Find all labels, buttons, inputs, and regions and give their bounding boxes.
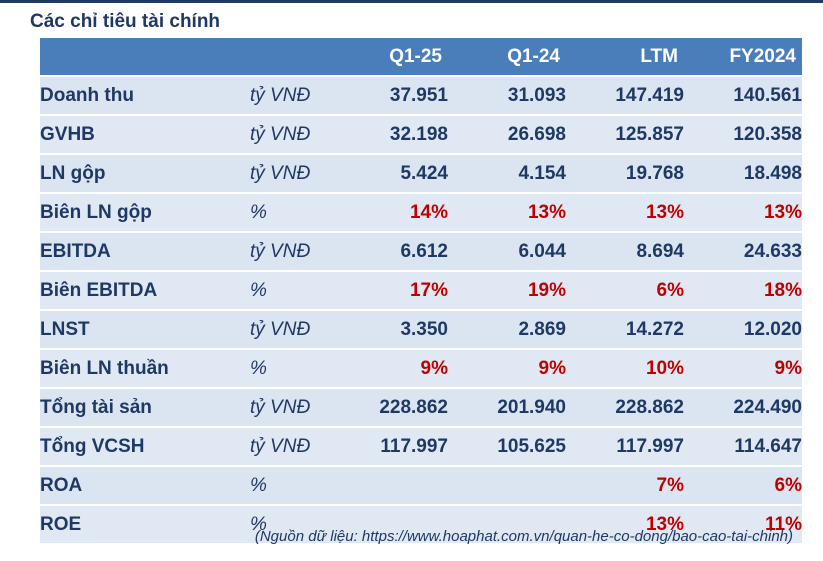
value-fy2024: 18% (684, 270, 802, 310)
value-q1-25: 17% (330, 270, 448, 310)
unit-cell: tỷ VNĐ (250, 114, 330, 154)
value-ltm: 228.862 (566, 387, 684, 427)
unit-cell: tỷ VNĐ (250, 426, 330, 466)
value-fy2024: 13% (684, 192, 802, 232)
unit-cell: % (250, 465, 330, 505)
header-fy2024: FY2024 (684, 38, 802, 76)
value-fy2024: 24.633 (684, 231, 802, 271)
value-q1-25 (330, 504, 448, 543)
value-fy2024: 11% (684, 504, 802, 543)
table-row: LN gộp tỷ VNĐ 5.424 4.154 19.768 18.498 (40, 153, 802, 193)
value-q1-24: 6.044 (448, 231, 566, 271)
unit-cell: tỷ VNĐ (250, 231, 330, 271)
unit-cell: tỷ VNĐ (250, 309, 330, 349)
unit-cell: % (250, 504, 330, 543)
value-ltm: 7% (566, 465, 684, 505)
table-row: ROA% 7% 6% (40, 465, 802, 505)
indicator-name: EBITDA (40, 231, 250, 271)
indicator-name: ROE (40, 504, 250, 543)
unit-cell: % (250, 192, 330, 232)
value-q1-25: 6.612 (330, 231, 448, 271)
value-q1-24 (448, 504, 566, 543)
value-q1-24: 19% (448, 270, 566, 310)
value-fy2024: 6% (684, 465, 802, 505)
value-ltm: 125.857 (566, 114, 684, 154)
value-fy2024: 120.358 (684, 114, 802, 154)
header-ltm: LTM (566, 38, 684, 76)
value-q1-24: 2.869 (448, 309, 566, 349)
value-q1-25: 5.424 (330, 153, 448, 193)
table-row: Biên LN thuần% 9% 9% 10% 9% (40, 348, 802, 388)
value-fy2024: 12.020 (684, 309, 802, 349)
table-header-row: Q1-25 Q1-24 LTM FY2024 (40, 38, 802, 76)
header-indicator (40, 38, 250, 76)
value-q1-25: 37.951 (330, 75, 448, 115)
value-ltm: 14.272 (566, 309, 684, 349)
table-row: Biên EBITDA% 17% 19% 6% 18% (40, 270, 802, 310)
unit-cell: tỷ VNĐ (250, 75, 330, 115)
value-q1-24: 9% (448, 348, 566, 388)
table-row: Doanh thu tỷ VNĐ 37.951 31.093 147.419 140.56… (40, 75, 802, 115)
value-fy2024: 140.561 (684, 75, 802, 115)
value-q1-25 (330, 465, 448, 505)
financial-indicators-table: Q1-25 Q1-24 LTM FY2024 Doanh thu tỷ VNĐ 37… (40, 38, 802, 543)
page-title: Các chỉ tiêu tài chính (30, 11, 221, 32)
indicator-name: LN gộp (40, 153, 250, 193)
value-q1-25: 228.862 (330, 387, 448, 427)
value-fy2024: 224.490 (684, 387, 802, 427)
value-q1-25: 14% (330, 192, 448, 232)
value-ltm: 6% (566, 270, 684, 310)
value-q1-24 (448, 465, 566, 505)
unit-cell: tỷ VNĐ (250, 153, 330, 193)
value-fy2024: 18.498 (684, 153, 802, 193)
value-q1-24: 201.940 (448, 387, 566, 427)
unit-cell: % (250, 348, 330, 388)
header-q1-25: Q1-25 (330, 38, 448, 76)
value-ltm: 117.997 (566, 426, 684, 466)
value-q1-24: 4.154 (448, 153, 566, 193)
value-q1-25: 117.997 (330, 426, 448, 466)
value-ltm: 147.419 (566, 75, 684, 115)
table-row: ROE% 13% 11% (40, 504, 802, 543)
table-row: LNST tỷ VNĐ 3.350 2.869 14.272 12.020 (40, 309, 802, 349)
data-source-note: (Nguồn dữ liệu: https://www.hoaphat.com.… (254, 528, 793, 545)
value-fy2024: 9% (684, 348, 802, 388)
indicator-name: LNST (40, 309, 250, 349)
unit-cell: tỷ VNĐ (250, 387, 330, 427)
table-row: Tổng tài sản tỷ VNĐ 228.862 201.940 228.862 2… (40, 387, 802, 427)
indicator-name: Tổng VCSH (40, 426, 250, 466)
value-fy2024: 114.647 (684, 426, 802, 466)
value-q1-25: 3.350 (330, 309, 448, 349)
value-q1-24: 105.625 (448, 426, 566, 466)
indicator-name: Doanh thu (40, 75, 250, 115)
table-row: GVHB tỷ VNĐ 32.198 26.698 125.857 120.358 (40, 114, 802, 154)
value-ltm: 10% (566, 348, 684, 388)
indicator-name: Tổng tài sản (40, 387, 250, 427)
top-border-line (0, 0, 823, 3)
indicator-name: Biên LN gộp (40, 192, 250, 232)
table-row: Biên LN gộp% 14% 13% 13% 13% (40, 192, 802, 232)
value-q1-25: 9% (330, 348, 448, 388)
header-q1-24: Q1-24 (448, 38, 566, 76)
table-row: EBITDA tỷ VNĐ 6.612 6.044 8.694 24.633 (40, 231, 802, 271)
value-q1-25: 32.198 (330, 114, 448, 154)
value-q1-24: 26.698 (448, 114, 566, 154)
value-q1-24: 31.093 (448, 75, 566, 115)
header-unit (250, 38, 330, 76)
value-ltm: 13% (566, 192, 684, 232)
value-ltm: 19.768 (566, 153, 684, 193)
indicator-name: Biên EBITDA (40, 270, 250, 310)
indicator-name: Biên LN thuần (40, 348, 250, 388)
value-ltm: 13% (566, 504, 684, 543)
indicator-name: ROA (40, 465, 250, 505)
table-row: Tổng VCSH tỷ VNĐ 117.997 105.625 117.997 114.… (40, 426, 802, 466)
unit-cell: % (250, 270, 330, 310)
value-q1-24: 13% (448, 192, 566, 232)
value-ltm: 8.694 (566, 231, 684, 271)
indicator-name: GVHB (40, 114, 250, 154)
